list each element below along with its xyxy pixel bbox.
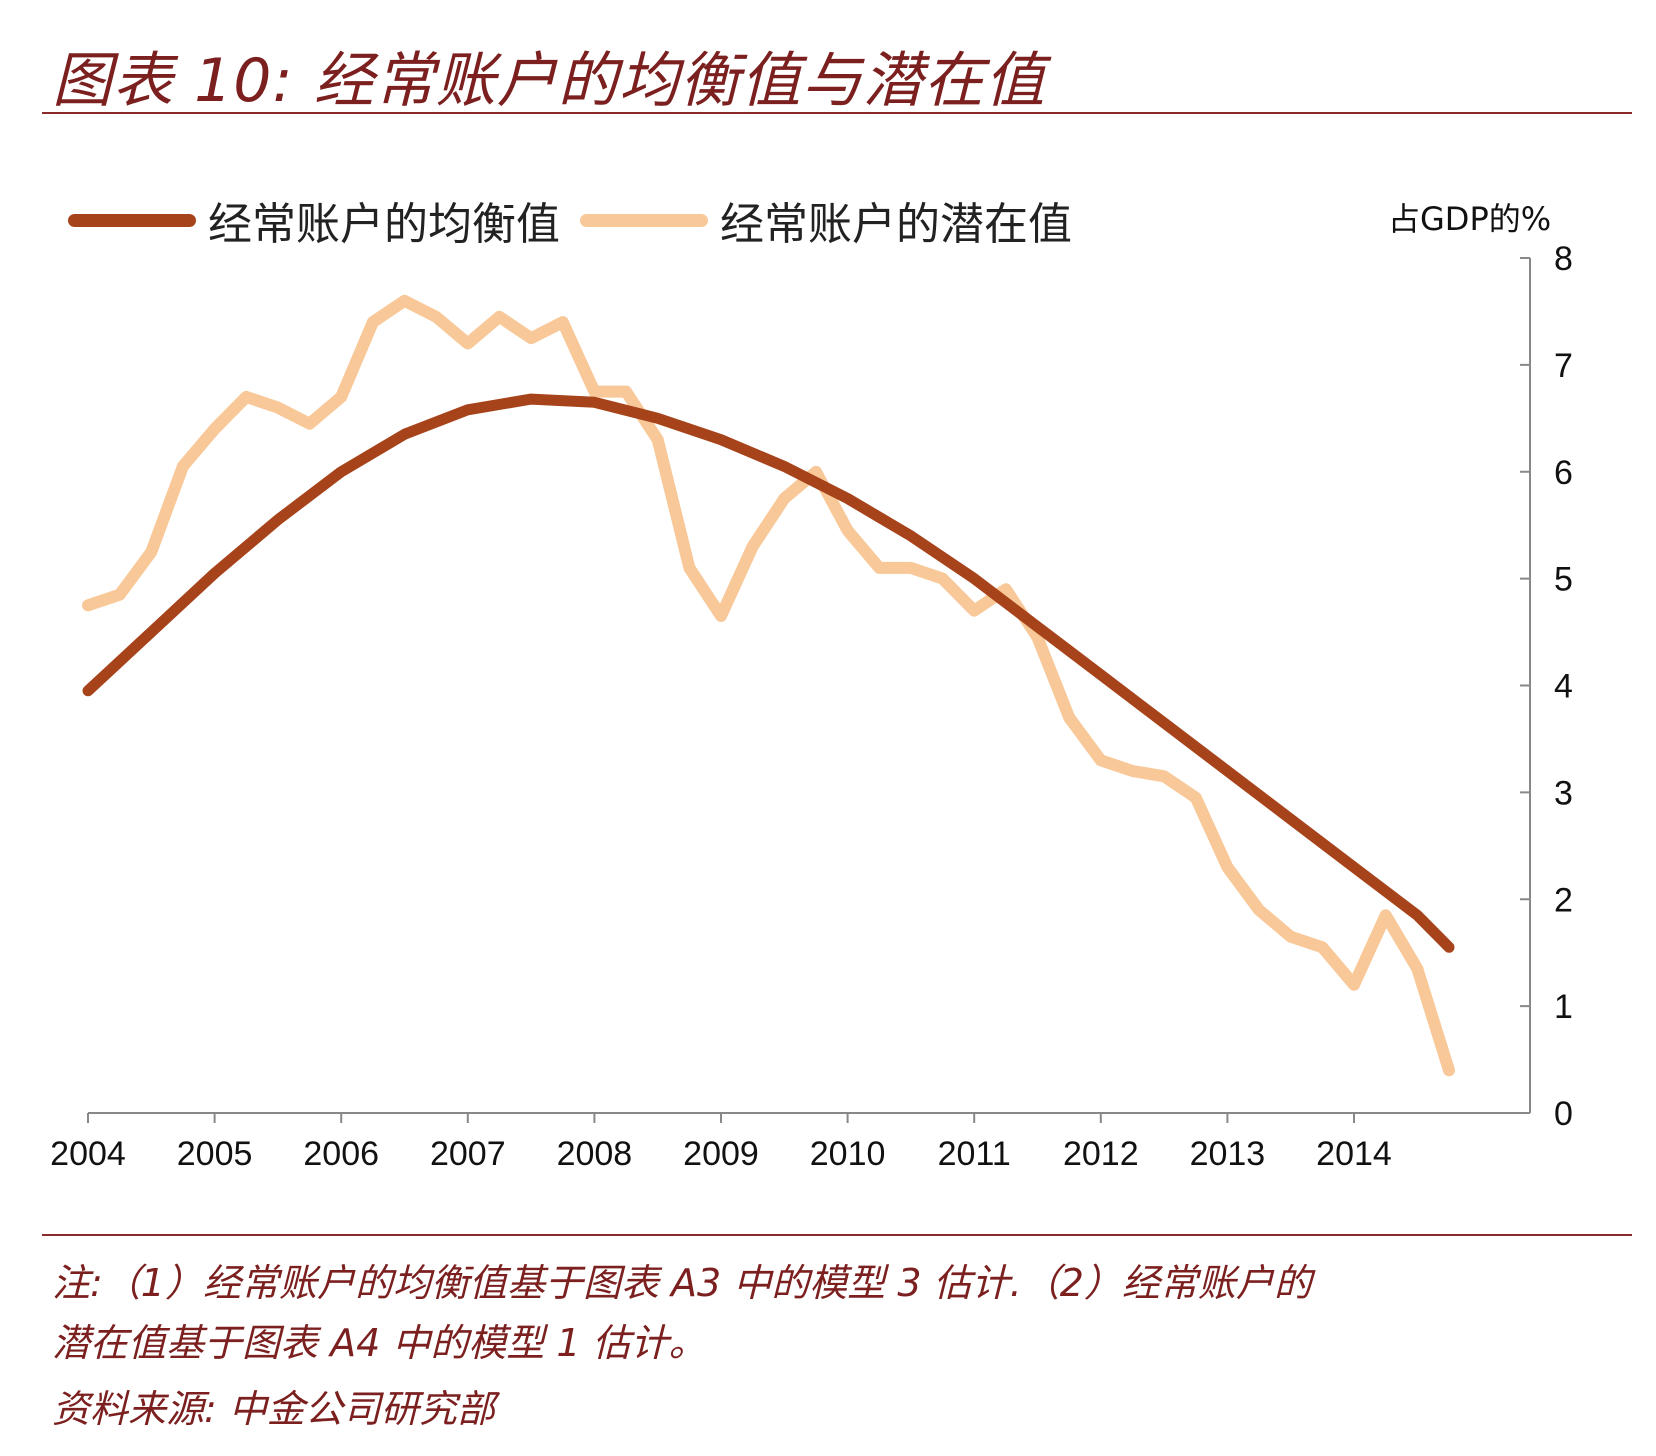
source-note: 资料来源: 中金公司研究部 (52, 1387, 495, 1431)
x-tick-label-2011: 2011 (938, 1135, 1011, 1173)
x-tick-label-2006: 2006 (303, 1135, 379, 1173)
legend-swatch-equilibrium (68, 213, 196, 227)
x-tick-label-2007: 2007 (430, 1135, 506, 1173)
title-divider (42, 112, 1632, 114)
legend-swatch-potential (580, 213, 708, 227)
y-tick-label-4: 4 (1554, 668, 1573, 706)
y-tick-label-8: 8 (1554, 240, 1573, 278)
y-tick-label-0: 0 (1554, 1095, 1573, 1133)
y-tick-label-3: 3 (1554, 774, 1573, 812)
legend-label-equilibrium: 经常账户的均衡值 (208, 199, 560, 250)
x-tick-label-2010: 2010 (810, 1135, 886, 1173)
x-tick-label-2005: 2005 (177, 1135, 253, 1173)
series-line-potential (82, 294, 1455, 1077)
legend-label-potential: 经常账户的潜在值 (720, 199, 1072, 250)
y-tick-label-1: 1 (1554, 988, 1573, 1026)
x-tick-label-2014: 2014 (1316, 1135, 1392, 1173)
chart-legend: 经常账户的均衡值 经常账户的潜在值 (68, 180, 1092, 260)
notes-divider (42, 1234, 1632, 1236)
series-line-equilibrium (82, 393, 1455, 953)
x-tick-label-2004: 2004 (50, 1135, 126, 1173)
y-tick-label-5: 5 (1554, 561, 1573, 599)
legend-item-potential: 经常账户的潜在值 (580, 188, 1072, 252)
y-tick-label-6: 6 (1554, 454, 1573, 492)
y-tick-label-7: 7 (1554, 347, 1573, 385)
y-axis-unit-label: 占GDP的% (1388, 200, 1552, 238)
x-tick-label-2013: 2013 (1190, 1135, 1266, 1173)
x-tick-label-2009: 2009 (683, 1135, 759, 1173)
note-line-1: 注:（1）经常账户的均衡值基于图表 A3 中的模型 3 估计.（2）经常账户的 (52, 1261, 1312, 1305)
line-chart: 2004 2005 2006 2007 2008 2009 2010 2011 2012 2013… (50, 240, 1573, 1173)
x-tick-label-2008: 2008 (557, 1135, 633, 1173)
chart-title: 图表 10: 经常账户的均衡值与潜在值 (52, 46, 1046, 116)
y-tick-label-2: 2 (1554, 881, 1573, 919)
note-line-2: 潜在值基于图表 A4 中的模型 1 估计。 (52, 1321, 707, 1365)
legend-item-equilibrium: 经常账户的均衡值 (68, 188, 560, 252)
x-tick-label-2012: 2012 (1063, 1135, 1139, 1173)
